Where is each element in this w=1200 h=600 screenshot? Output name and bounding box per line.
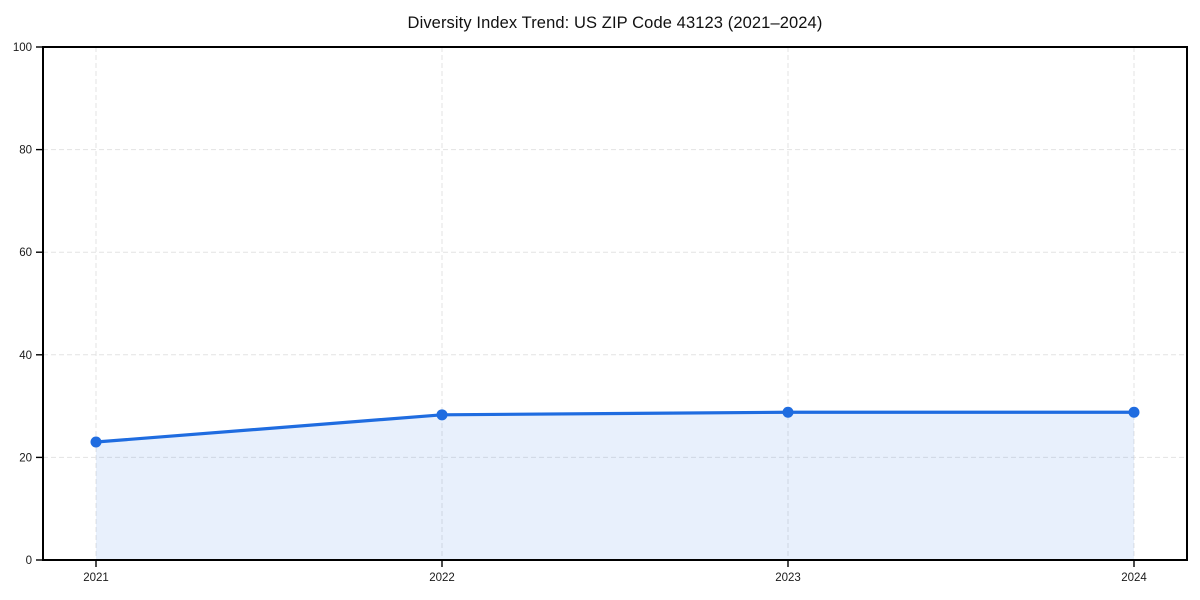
data-points	[90, 406, 1140, 448]
trend-line	[94, 410, 1136, 444]
y-tick-label: 20	[19, 452, 32, 464]
x-tick-label: 2024	[1121, 572, 1147, 584]
x-tick-label: 2021	[83, 572, 109, 584]
tick-labels: 2021 2022 2023 2024 0 20 40 60 80 100	[13, 42, 1148, 584]
plot-border-rect	[42, 46, 1188, 561]
y-tick-label: 100	[13, 42, 32, 54]
y-tick-label: 60	[19, 247, 32, 259]
trend-area-fill	[96, 412, 1134, 560]
data-point-2024	[1128, 406, 1140, 418]
data-point-2023	[782, 406, 794, 418]
trend-area	[96, 412, 1134, 560]
chart-title: Diversity Index Trend: US ZIP Code 43123…	[407, 14, 823, 32]
x-tick-label: 2023	[775, 572, 801, 584]
y-tick-label: 40	[19, 350, 32, 362]
y-tick-label: 0	[26, 555, 32, 567]
y-tick-label: 80	[19, 145, 32, 157]
x-tick-label: 2022	[429, 572, 455, 584]
plot-border	[42, 46, 1188, 561]
data-point-2022	[436, 409, 448, 421]
axis-ticks	[36, 46, 1135, 567]
data-point-2021	[90, 436, 102, 448]
trend-line-path	[94, 410, 1136, 444]
